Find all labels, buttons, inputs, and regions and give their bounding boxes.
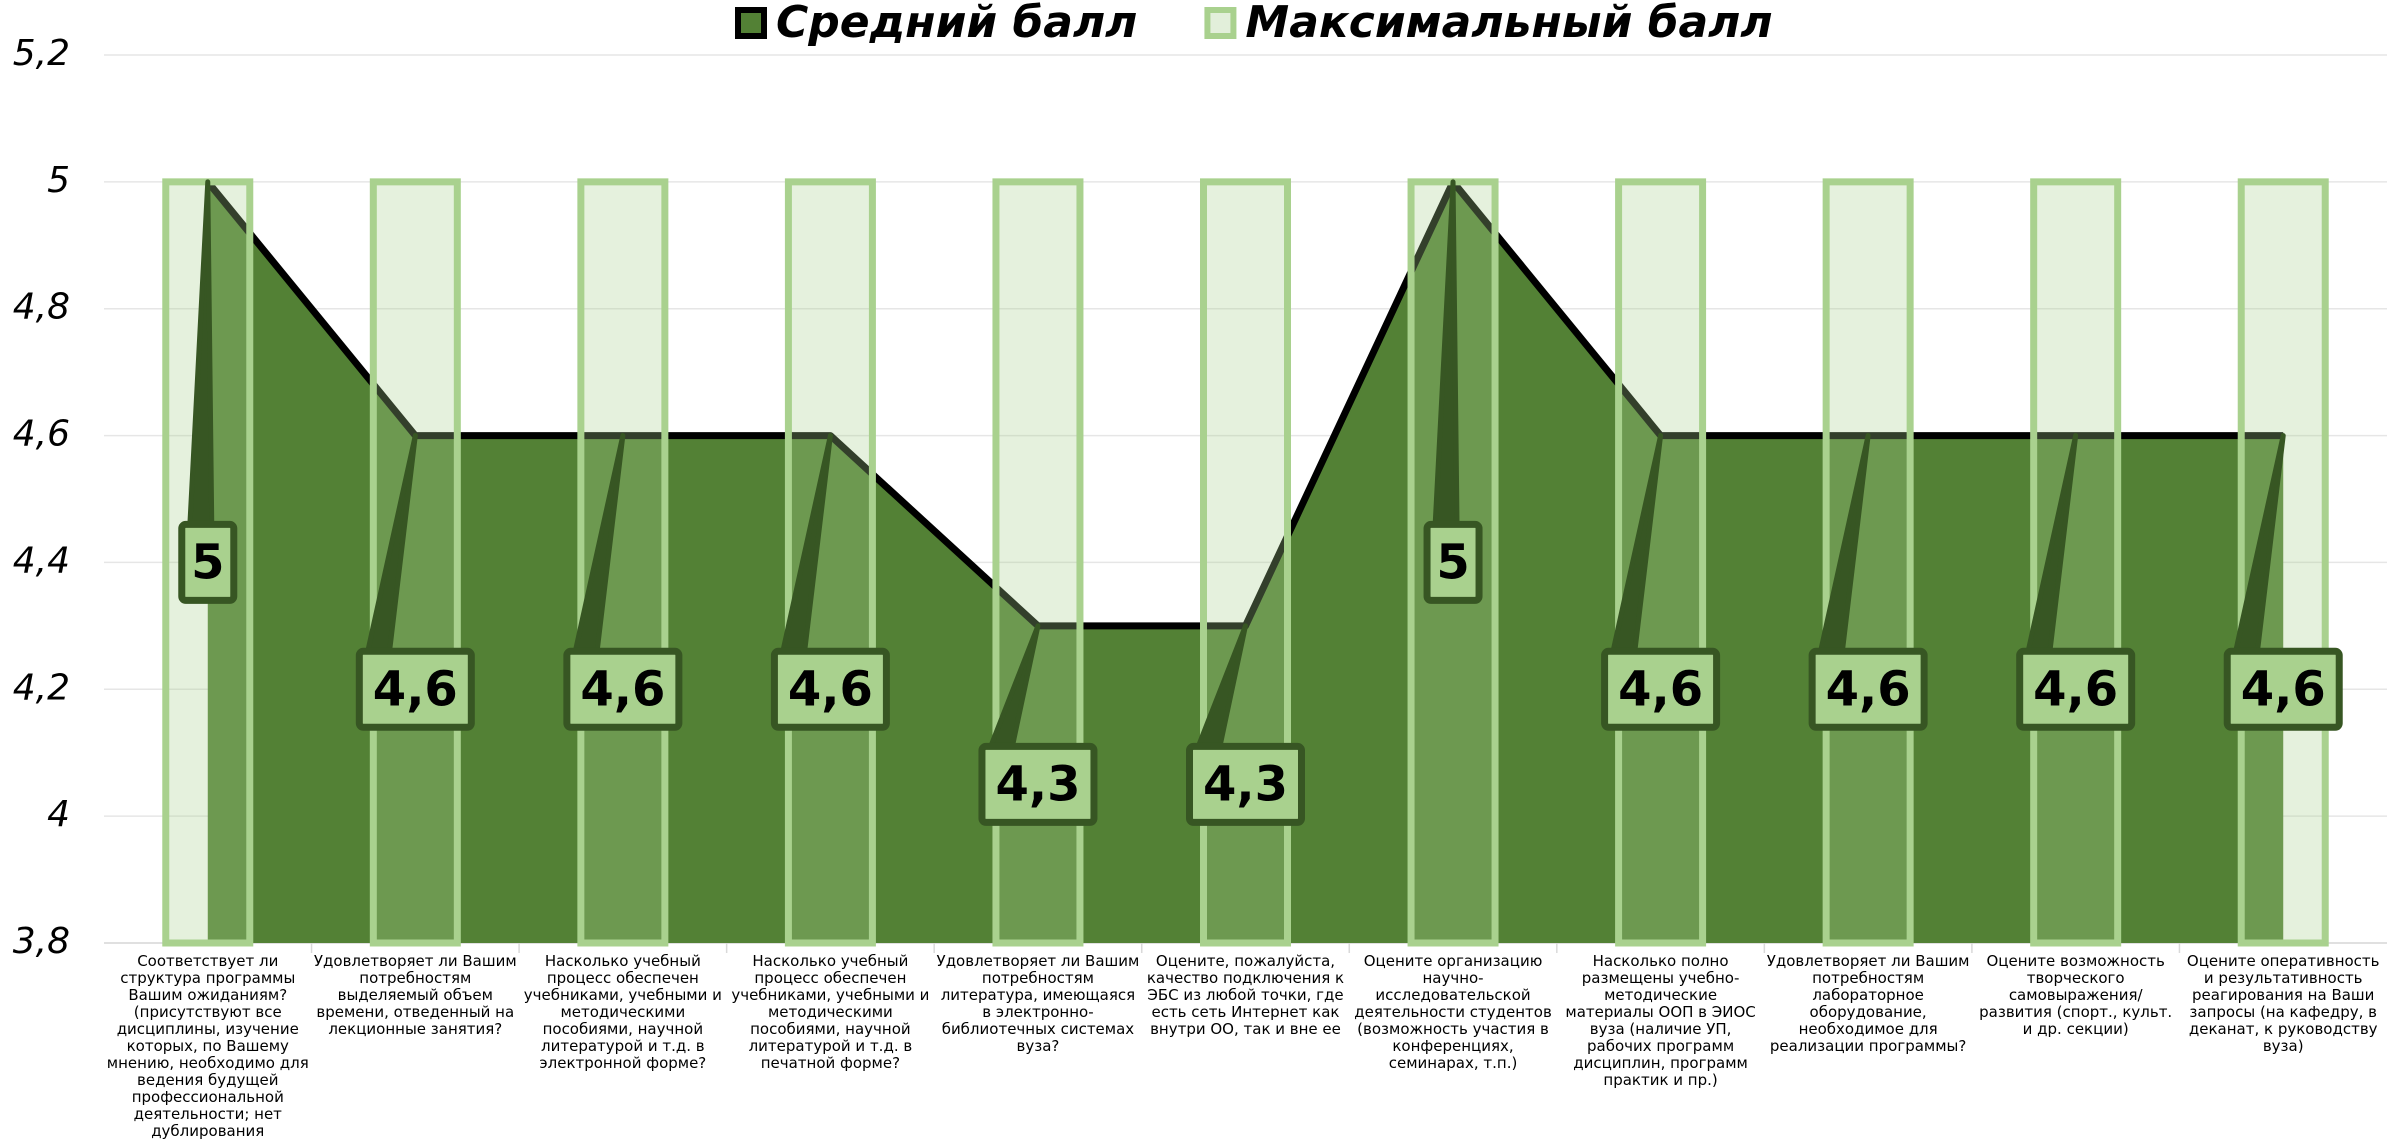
x-tick-label-box: Насколько полно размещены учебно-методич… (1565, 953, 1756, 1089)
x-tick-label-box: Оцените возможность творческого самовыра… (1979, 953, 2173, 1038)
data-label: 4,6 (2033, 661, 2118, 717)
legend-label: Максимальный балл (1245, 0, 1772, 48)
x-tick-label: Оцените организацию научно-исследователь… (1354, 953, 1552, 1072)
callout-box (1601, 647, 1721, 731)
data-label: 4,6 (580, 661, 665, 717)
x-tick-label: Оцените возможность творческого самовыра… (1979, 953, 2173, 1038)
y-tick-label: 5 (47, 160, 70, 201)
y-tick-label: 4,8 (13, 287, 70, 328)
data-label: 5 (191, 534, 224, 590)
x-tick-label-box: Удовлетворяет ли Вашим потребностям лите… (936, 953, 1140, 1055)
data-label: 5 (1436, 534, 1469, 590)
callout-box (178, 520, 238, 604)
callout-box (1808, 647, 1928, 731)
x-tick-label-box: Соответствует ли структура программы Ваш… (106, 953, 309, 1142)
data-label: 4,6 (788, 661, 873, 717)
x-tick-label: Соответствует ли структура программы Ваш… (106, 953, 309, 1142)
data-label: 4,6 (1618, 661, 1703, 717)
x-tick-label: Оцените оперативность и результативность… (2186, 953, 2380, 1055)
data-label: 4,3 (995, 756, 1080, 812)
legend-swatch (735, 7, 767, 39)
y-tick-label: 4,4 (13, 540, 70, 581)
bar (2237, 178, 2329, 947)
x-tick-label: Удовлетворяет ли Вашим потребностям лите… (936, 953, 1140, 1055)
callout-box (1423, 520, 1483, 604)
x-tick-label: Удовлетворяет ли Вашим потребностям выде… (313, 953, 517, 1038)
x-tick-label: Оцените, пожалуйста, качество подключени… (1146, 953, 1345, 1038)
y-tick-label: 4,6 (13, 414, 70, 455)
y-tick-label: 4 (47, 794, 70, 835)
y-tick-label: 5,2 (13, 33, 70, 74)
callout-box (2223, 647, 2343, 731)
callout-box (978, 742, 1098, 826)
data-label: 4,6 (373, 661, 458, 717)
x-tick-label-box: Удовлетворяет ли Вашим потребностям выде… (313, 953, 517, 1038)
x-tick-label-box: Насколько учебный процесс обеспечен учеб… (731, 953, 930, 1072)
x-tick-label-box: Удовлетворяет ли Вашим потребностям лабо… (1766, 953, 1970, 1055)
x-tick-label: Удовлетворяет ли Вашим потребностям лабо… (1766, 953, 1970, 1055)
legend-swatch (1204, 7, 1237, 39)
data-label: 4,3 (1203, 756, 1288, 812)
x-tick-label-box: Насколько учебный процесс обеспечен учеб… (523, 953, 722, 1072)
callout-box (770, 647, 890, 731)
x-tick-label: Насколько учебный процесс обеспечен учеб… (523, 953, 722, 1072)
x-tick-label: Насколько учебный процесс обеспечен учеб… (731, 953, 930, 1072)
data-label: 4,6 (2241, 661, 2326, 717)
callout-box (355, 647, 475, 731)
callout-box (2016, 647, 2136, 731)
bar (784, 178, 876, 947)
y-tick-label: 4,2 (13, 667, 70, 708)
bar (992, 178, 1084, 947)
x-tick-label-box: Оцените оперативность и результативность… (2186, 953, 2380, 1055)
y-tick-label: 3,8 (13, 921, 70, 962)
x-tick-label: Насколько полно размещены учебно-методич… (1565, 953, 1756, 1089)
callout-box (563, 647, 683, 731)
callout-box (1186, 742, 1305, 826)
x-tick-label-box: Оцените, пожалуйста, качество подключени… (1146, 953, 1345, 1038)
area (207, 181, 2284, 943)
bar (1200, 178, 1291, 947)
legend-label: Средний балл (776, 0, 1137, 48)
data-label: 4,6 (1826, 661, 1911, 717)
x-tick-label-box: Оцените организацию научно-исследователь… (1354, 953, 1552, 1072)
